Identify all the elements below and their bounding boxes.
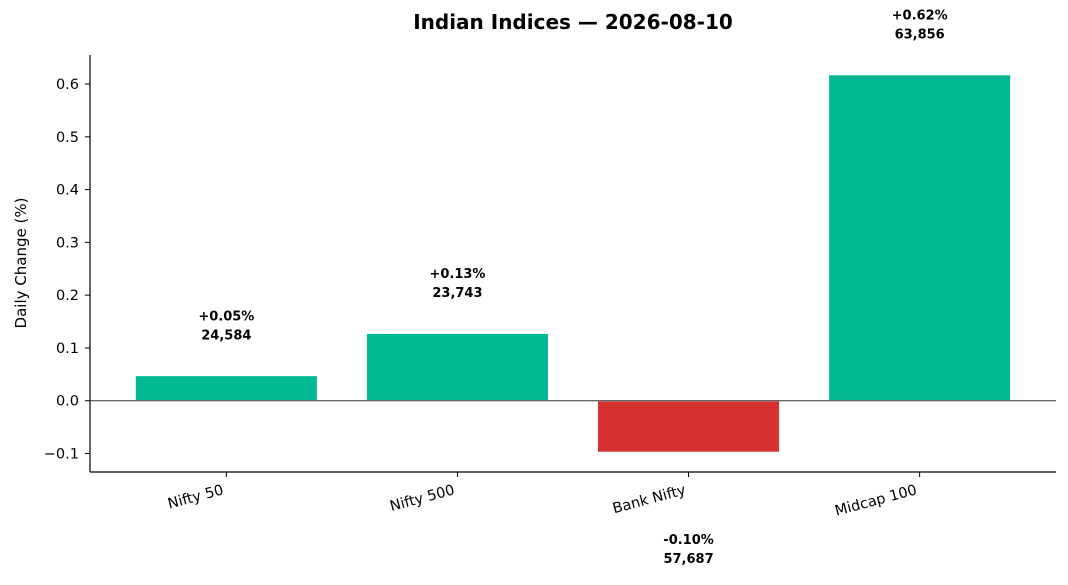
y-tick-label: −0.1	[44, 447, 79, 463]
y-tick-label: 0.1	[56, 341, 79, 357]
bar-midcap-100	[827, 73, 1012, 402]
x-tick-label: Bank Nifty	[611, 482, 688, 517]
bar-value-label: +0.05%	[198, 309, 254, 324]
bar-level-label: 57,687	[663, 552, 713, 567]
y-axis-label: Daily Change (%)	[12, 198, 30, 329]
y-tick-label: 0.4	[56, 183, 79, 199]
plot-area: −0.1 0.0 0.1 0.2 0.3 0.4 0.5 0.6 Nifty 50 +0.05% 2…	[44, 9, 1056, 567]
bar-level-label: 63,856	[895, 28, 945, 43]
y-tick-label: 0.6	[56, 77, 79, 93]
x-tick-label: Midcap 100	[833, 482, 918, 519]
bar-level-label: 23,743	[432, 286, 482, 301]
bar-value-label: +0.13%	[429, 267, 485, 282]
bar-value-label: -0.10%	[663, 533, 714, 548]
y-tick-label: 0.5	[56, 130, 79, 146]
chart-title: Indian Indices — 2026-08-10	[413, 10, 733, 34]
bar-nifty-500	[365, 332, 550, 402]
x-tick-label: Nifty 50	[166, 482, 225, 512]
y-tick-label: 0.3	[56, 235, 79, 251]
bar-value-label: +0.62%	[892, 9, 948, 24]
y-tick-label: 0.2	[56, 288, 79, 304]
bar-bank-nifty	[596, 399, 781, 454]
x-tick-label: Nifty 500	[388, 482, 456, 515]
bar-nifty-50	[134, 374, 319, 402]
bar-level-label: 24,584	[201, 328, 251, 343]
y-tick-label: 0.0	[56, 394, 79, 410]
